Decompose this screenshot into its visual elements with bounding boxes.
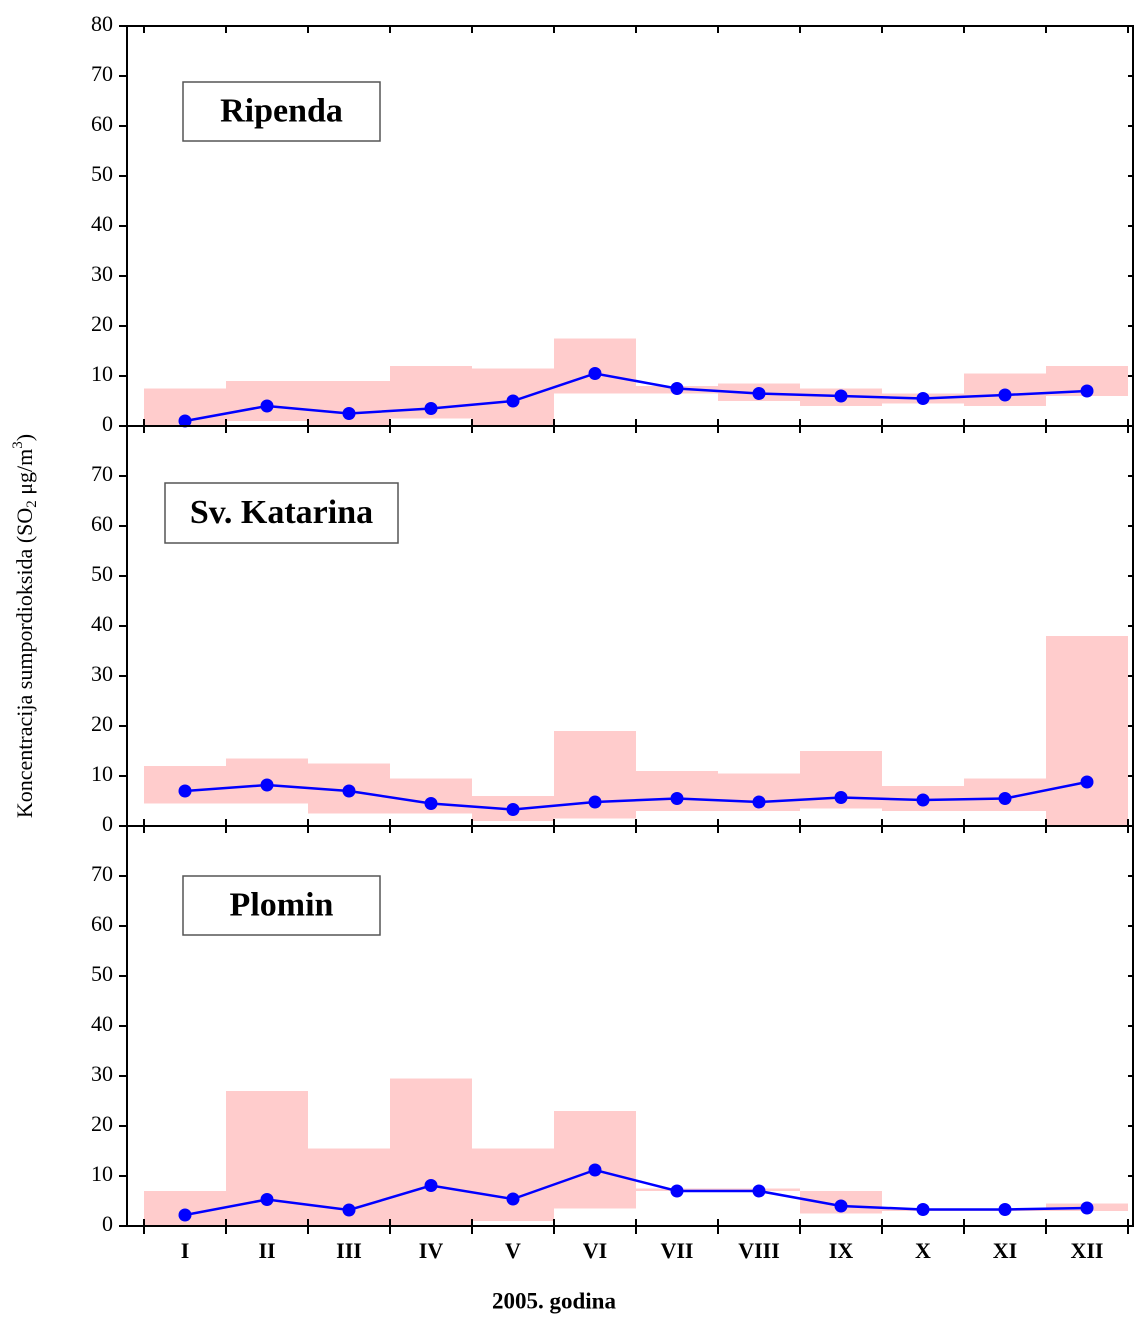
mean-point [834,389,848,403]
mean-point [178,414,192,428]
mean-point [670,382,684,395]
mean-point [588,367,602,380]
mean-point [752,1184,766,1198]
y-tick-label: 0 [102,811,113,836]
y-tick-label: 0 [102,411,113,436]
y-tick-label: 20 [91,1111,113,1136]
y-tick-label: 60 [91,911,113,936]
y-title-sub: 2 [24,500,40,508]
title-box [182,875,381,936]
mean-point [1080,775,1094,789]
mean-point [506,1192,520,1206]
mean-point [506,394,520,408]
mean-line [184,1168,1088,1217]
x-tick-label: II [258,1238,275,1263]
mean-point [998,388,1012,402]
mean-point [916,793,930,807]
mean-point [178,784,192,798]
y-tick-label: 50 [91,161,113,186]
y-tick-label: 40 [91,211,113,236]
title-box [182,81,381,142]
mean-point [342,407,356,420]
y-tick-label: 20 [91,311,113,336]
range-box [554,338,636,394]
mean-point [506,803,520,816]
mean-point [588,1163,602,1177]
mean-point [998,1203,1012,1216]
y-tick-label: 50 [91,961,113,986]
x-tick-label: VI [583,1238,607,1263]
y-tick-label: 40 [91,611,113,636]
mean-point [424,797,438,810]
y-tick-label: 30 [91,1061,113,1086]
mean-line [184,780,1088,811]
x-tick-label: V [505,1238,521,1263]
mean-point [916,1203,930,1216]
mean-point [670,792,684,805]
mean-point [1080,1201,1094,1215]
y-axis-title: Koncentracija sumpordioksida (SO2 μg/m3) [10,434,40,818]
mean-point [342,784,356,798]
y-tick-label: 70 [91,861,113,886]
x-axis-title: 2005. godina [492,1288,616,1313]
x-tick-label: IV [419,1238,444,1263]
y-tick-label: 30 [91,261,113,286]
mean-point [752,387,766,400]
y-tick-label: 0 [102,1211,113,1236]
y-tick-label: 60 [91,511,113,536]
mean-line [184,372,1088,423]
panel-title: Sv. Katarina [190,494,373,531]
x-tick-label: XI [993,1238,1017,1263]
panel-title: Plomin [230,886,334,923]
mean-point [916,392,930,405]
mean-point [260,778,274,792]
y-tick-label: 20 [91,711,113,736]
mean-point [342,1203,356,1217]
mean-point [260,1193,274,1206]
y-tick-label: 10 [91,761,113,786]
mean-point [834,791,848,804]
mean-point [588,795,602,809]
y-tick-label: 60 [91,111,113,136]
y-title-part: ) [12,434,37,441]
mean-point [424,1179,438,1192]
x-tick-label: X [915,1238,931,1263]
title-box [164,482,399,544]
mean-point [260,399,274,413]
x-tick-label: III [336,1238,362,1263]
x-tick-label: XII [1070,1238,1103,1263]
x-tick-label: I [181,1238,190,1263]
mean-point [424,402,438,415]
range-box [390,1078,472,1226]
range-box [472,1148,554,1221]
y-tick-label: 80 [91,11,113,36]
y-title-part: Koncentracija sumpordioksida (SO [12,508,37,818]
y-tick-label: 10 [91,1161,113,1186]
y-tick-label: 10 [91,361,113,386]
x-tick-label: VII [660,1238,693,1263]
panel-title: Ripenda [220,92,343,129]
mean-point [834,1199,848,1213]
mean-point [752,795,766,809]
x-tick-label: IX [829,1238,854,1263]
mean-point [998,792,1012,805]
x-tick-label: VIII [738,1238,780,1263]
range-box [554,1111,636,1209]
y-tick-label: 70 [91,61,113,86]
range-box [1046,636,1128,826]
y-tick-label: 30 [91,661,113,686]
y-tick-label: 40 [91,1011,113,1036]
mean-point [178,1208,192,1222]
mean-point [670,1184,684,1198]
y-tick-label: 50 [91,561,113,586]
y-tick-label: 70 [91,461,113,486]
y-title-part: μg/m [12,449,37,501]
mean-point [1080,384,1094,398]
y-title-sup: 3 [10,441,26,449]
